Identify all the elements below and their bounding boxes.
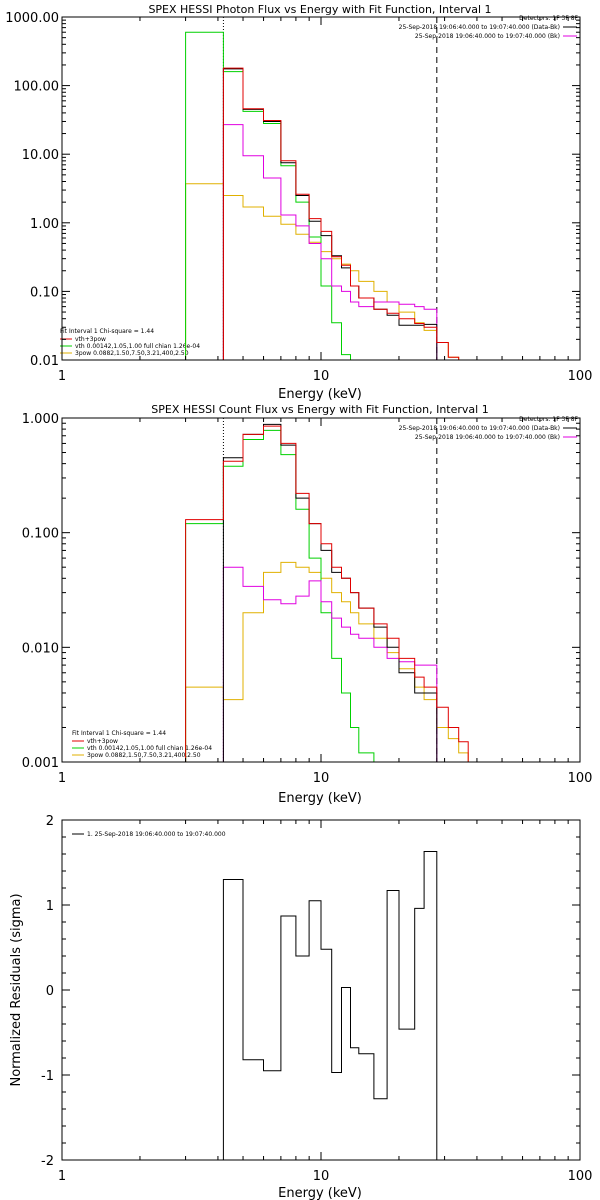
series-3pow-line bbox=[185, 561, 469, 762]
header-line-1: Detectors: 1F 3F 8F bbox=[519, 15, 578, 22]
series-data-bk-line bbox=[222, 423, 438, 762]
fit-legend-item-3: 3pow 0.0882,1.50,7.50,3.21,400,2.50 bbox=[87, 752, 201, 759]
plot-frame bbox=[61, 16, 581, 361]
x-axis-label: Energy (keV) bbox=[278, 791, 362, 806]
residual-legend-item: 1. 25-Sep-2018 19:06:40.000 to 19:07:40.… bbox=[87, 831, 226, 838]
y-tick-label: 0.10 bbox=[30, 285, 59, 300]
y-tick-label: 0.001 bbox=[22, 756, 59, 771]
y-tick-label: 0.01 bbox=[30, 354, 59, 369]
header-line-2: 25-Sep-2018 19:06:40.000 to 19:07:40.000… bbox=[399, 425, 560, 432]
fit-legend-item-1: vth+3pow bbox=[87, 738, 118, 745]
x-tick-label: 1 bbox=[58, 1169, 66, 1184]
y-tick-label: 2 bbox=[46, 814, 54, 829]
x-axis-label: Energy (keV) bbox=[278, 1186, 362, 1200]
y-tick-label: 0.100 bbox=[22, 527, 59, 542]
y-axis-label: Normalized Residuals (sigma) bbox=[9, 893, 24, 1086]
chart-title: SPEX HESSI Count Flux vs Energy with Fit… bbox=[151, 403, 488, 416]
y-tick-label: -2 bbox=[41, 1154, 54, 1169]
series-vth-line bbox=[185, 31, 351, 360]
photon-flux-panel: SPEX HESSI Photon Flux vs Energy with Fi… bbox=[5, 3, 592, 402]
series-1-25-sep-2018-19-06-40-000-to-19-07-40-000-line bbox=[222, 851, 438, 1160]
x-tick-label: 100 bbox=[568, 771, 593, 786]
x-tick-label: 10 bbox=[313, 1169, 330, 1184]
x-tick-label: 1 bbox=[58, 369, 66, 384]
fit-legend-item-2: vth 0.00142,1.05,1.00 full chian 1.26e-0… bbox=[75, 343, 200, 350]
header-line-2: 25-Sep-2018 19:06:40.000 to 19:07:40.000… bbox=[399, 24, 560, 31]
x-tick-label: 100 bbox=[568, 1169, 593, 1184]
fit-legend-item-3: 3pow 0.0882,1.50,7.50,3.21,400,2.50 bbox=[75, 350, 189, 357]
count-flux-panel: SPEX HESSI Count Flux vs Energy with Fit… bbox=[22, 403, 593, 806]
residuals-panel: 1. 25-Sep-2018 19:06:40.000 to 19:07:40.… bbox=[9, 814, 592, 1200]
x-tick-label: 1 bbox=[58, 771, 66, 786]
series-data-bk-line bbox=[222, 68, 438, 360]
y-tick-label: 10.00 bbox=[22, 148, 59, 163]
header-line-3: 25-Sep-2018 19:06:40.000 to 19:07:40.000… bbox=[415, 434, 560, 441]
fit-legend-title: Fit Interval 1 Chi-square = 1.44 bbox=[72, 730, 166, 737]
fit-legend-title: Fit Interval 1 Chi-square = 1.44 bbox=[60, 328, 154, 335]
x-tick-label: 100 bbox=[568, 369, 593, 384]
fit-legend-item-2: vth 0.00142,1.05,1.00 full chian 1.26e-0… bbox=[87, 745, 212, 752]
y-tick-label: 100.00 bbox=[14, 80, 60, 95]
y-tick-label: 0.010 bbox=[22, 641, 59, 656]
series-bk-line bbox=[222, 124, 438, 360]
series-bk-line bbox=[222, 566, 438, 762]
y-tick-label: 1.000 bbox=[22, 412, 59, 427]
header-line-1: Detectors: 1F 3F 8F bbox=[519, 416, 578, 423]
y-tick-label: 0 bbox=[46, 984, 54, 999]
fit-legend-item-1: vth+3pow bbox=[75, 336, 106, 343]
series-vth-line bbox=[185, 429, 375, 762]
y-tick-label: 1.00 bbox=[30, 217, 59, 232]
x-tick-label: 10 bbox=[313, 771, 330, 786]
chart-title: SPEX HESSI Photon Flux vs Energy with Fi… bbox=[148, 3, 491, 16]
header-line-3: 25-Sep-2018 19:06:40.000 to 19:07:40.000… bbox=[415, 33, 560, 40]
series-vth-3pow-line bbox=[222, 67, 460, 360]
plot-frame bbox=[61, 819, 581, 1161]
y-tick-label: 1000.00 bbox=[5, 11, 59, 26]
x-tick-label: 10 bbox=[313, 369, 330, 384]
y-tick-label: 1 bbox=[46, 899, 54, 914]
series-3pow-line bbox=[185, 183, 460, 360]
y-tick-label: -1 bbox=[41, 1069, 54, 1084]
x-axis-label: Energy (keV) bbox=[278, 387, 362, 402]
series-vth-3pow-line bbox=[185, 425, 469, 762]
